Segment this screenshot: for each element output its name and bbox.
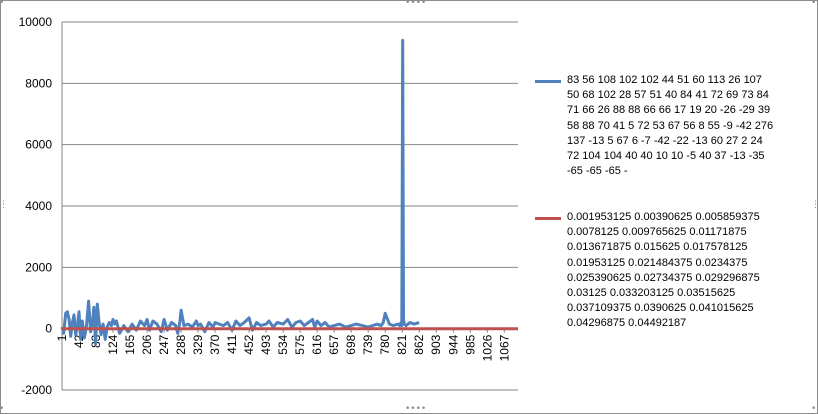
resize-handle-top[interactable]: ••••: [405, 0, 427, 8]
x-tick-label: 862: [412, 334, 426, 354]
y-tick-label: 2000: [25, 260, 52, 274]
resize-handle-bottom-left[interactable]: •: [0, 405, 4, 414]
legend-label-series-1: 83 56 108 102 102 44 51 60 113 26 107 50…: [567, 74, 774, 178]
x-tick-label: 206: [140, 334, 154, 354]
legend-label-series-2: 0.001953125 0.00390625 0.005859375 0.007…: [567, 211, 760, 330]
x-tick-label: 780: [378, 334, 392, 354]
series-line-1: [60, 38, 420, 346]
x-tick-label: 165: [123, 334, 137, 354]
x-tick-label: 616: [310, 334, 324, 354]
x-tick-label: 1067: [497, 334, 511, 361]
x-tick-label: 698: [344, 334, 358, 354]
x-tick-label: 329: [191, 334, 205, 354]
y-tick-label: -2000: [21, 383, 52, 397]
x-tick-label: 411: [225, 334, 239, 353]
x-tick-label: 452: [242, 334, 256, 354]
legend-swatch-series-1: [535, 80, 561, 83]
x-tick-label: 575: [293, 334, 307, 354]
y-tick-label: 6000: [25, 138, 52, 152]
legend-swatch-series-2: [535, 217, 561, 220]
x-tick-label: 124: [106, 334, 120, 354]
y-tick-label: 0: [45, 322, 52, 336]
x-tick-label: 985: [463, 334, 477, 354]
x-axis-tick-labels: 1 42 83 124 165 206 247 288 329 370 411 452 493 534 57…: [55, 328, 511, 361]
y-tick-label: 10000: [19, 15, 53, 29]
resize-handle-bottom[interactable]: ••••: [405, 404, 427, 414]
x-tick-label: 821: [395, 334, 409, 354]
x-tick-label: 42: [72, 334, 86, 348]
x-tick-label: 493: [259, 334, 273, 354]
x-tick-label: 903: [429, 334, 443, 354]
x-tick-label: 1: [55, 334, 69, 341]
x-tick-label: 739: [361, 334, 375, 354]
resize-handle-right[interactable]: ⋮: [811, 200, 818, 210]
x-tick-label: 247: [157, 334, 171, 354]
y-tick-label: 8000: [25, 76, 52, 90]
x-tick-label: 534: [276, 334, 290, 354]
x-tick-label: 657: [327, 334, 341, 354]
resize-handle-top-right[interactable]: •: [811, 0, 817, 8]
x-tick-label: 944: [446, 334, 460, 354]
resize-handle-bottom-right[interactable]: •: [811, 404, 817, 414]
x-tick-label: 370: [208, 334, 222, 354]
y-tick-label: 4000: [25, 199, 52, 213]
x-tick-label: 1026: [480, 334, 494, 361]
series-lines: [60, 38, 518, 346]
y-axis-tick-labels: 10000 8000 6000 4000 2000 0 -2000: [19, 15, 53, 397]
x-tick-label: 288: [174, 334, 188, 354]
resize-handle-top-left[interactable]: •: [0, 0, 4, 8]
